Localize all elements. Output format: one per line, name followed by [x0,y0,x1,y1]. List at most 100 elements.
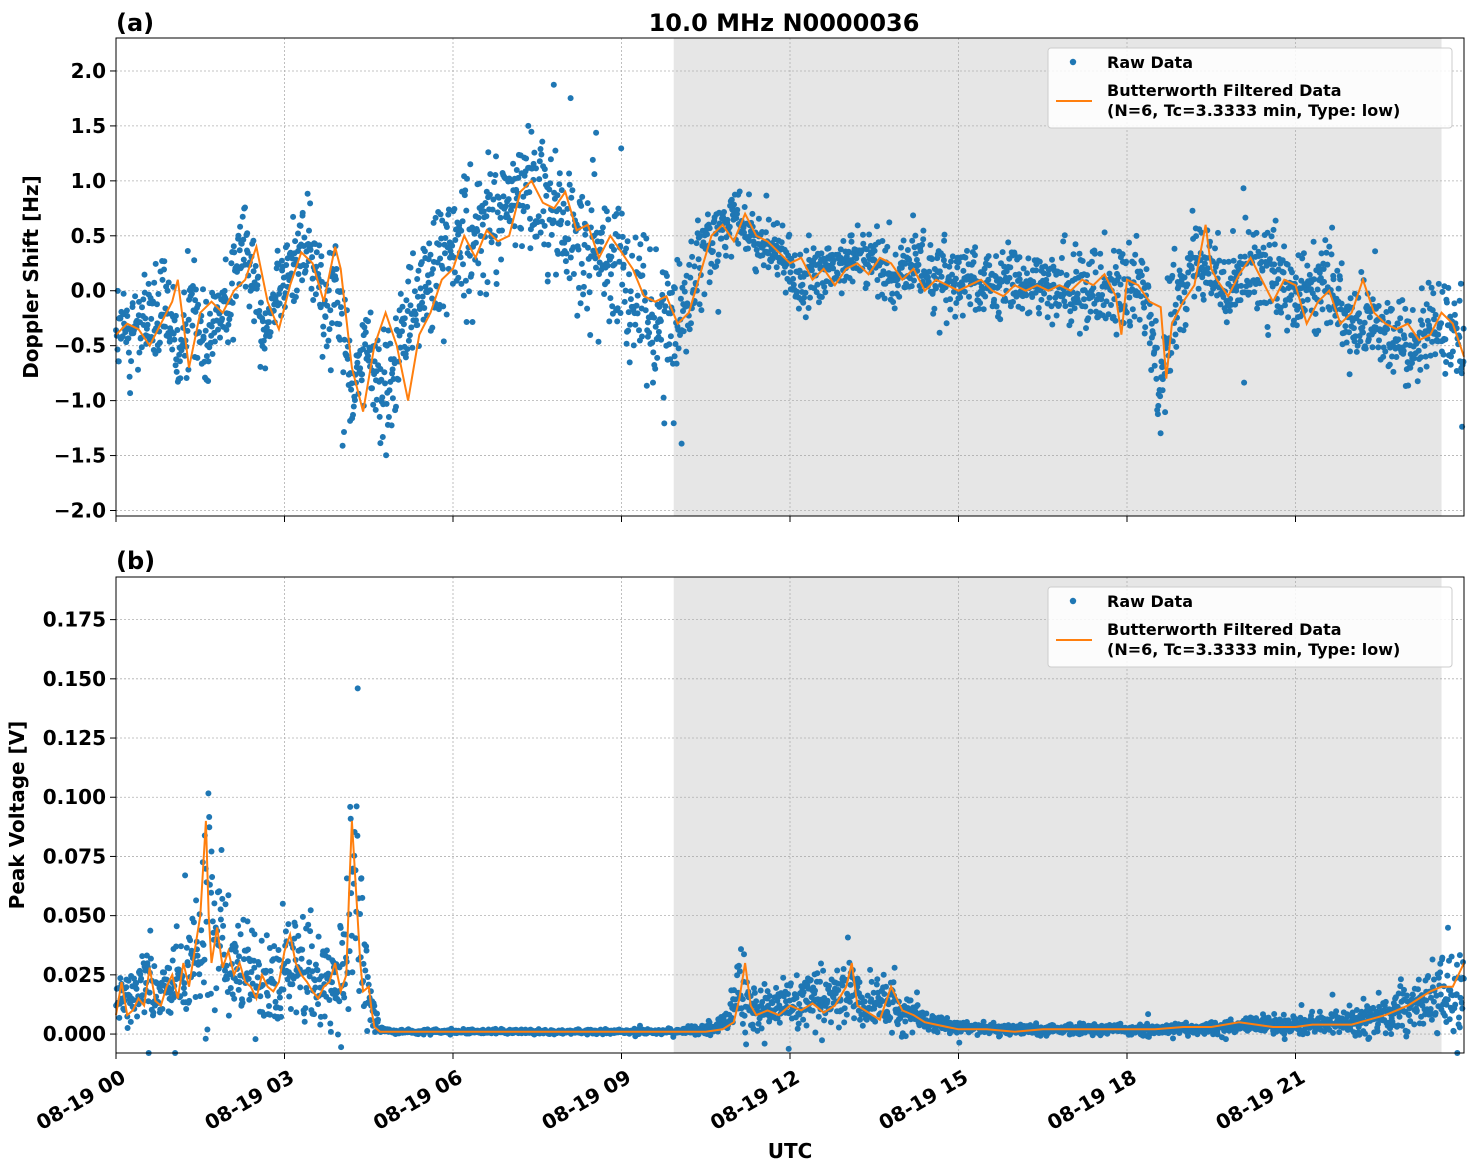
raw-data-point [939,252,946,259]
raw-data-point [439,217,446,224]
raw-data-point [1395,336,1402,343]
raw-data-point [1159,387,1166,394]
raw-data-point [1240,185,1247,192]
raw-data-point [1382,348,1389,355]
raw-data-point [412,311,419,318]
raw-data-point [854,222,861,229]
raw-data-point [1226,307,1233,314]
raw-data-point [780,269,787,276]
raw-data-point [1448,353,1454,360]
raw-data-point [1306,271,1313,278]
raw-data-point [197,993,204,1000]
raw-data-point [881,295,888,302]
raw-data-point [1103,298,1110,305]
raw-data-point [327,307,334,314]
raw-data-point [171,336,178,343]
raw-data-point [469,319,476,325]
raw-data-point [303,262,310,269]
raw-data-point [295,230,301,237]
raw-data-point [156,339,163,346]
raw-data-point [1130,260,1137,267]
raw-data-point [211,900,218,907]
raw-data-point [630,342,637,349]
raw-data-point [1162,409,1169,416]
raw-data-point [359,371,366,378]
raw-data-point [1071,305,1078,312]
raw-data-point [200,979,207,986]
raw-data-point [639,272,646,279]
raw-data-point [443,224,450,230]
raw-data-point [914,1002,921,1009]
raw-data-point [233,293,239,300]
raw-data-point [626,359,633,366]
raw-data-point [1366,314,1373,321]
raw-data-point [257,993,264,1000]
raw-data-point [173,368,180,375]
raw-data-point [809,1007,816,1014]
raw-data-point [341,429,347,435]
raw-data-point [541,222,548,229]
raw-data-point [437,211,444,218]
raw-data-point [1415,347,1422,354]
y-tick-label: −1.5 [54,444,106,468]
raw-data-point [813,289,820,296]
raw-data-point [1141,330,1148,337]
raw-data-point [322,314,329,320]
raw-data-point [678,440,685,447]
raw-data-point [1376,337,1382,344]
raw-data-point [367,309,374,316]
raw-data-point [1200,296,1207,303]
raw-data-point [1319,306,1326,313]
raw-data-point [814,970,821,977]
raw-data-point [726,223,733,230]
raw-data-point [1138,272,1145,279]
raw-data-point [181,990,188,997]
raw-data-point [427,251,434,258]
y-tick-label: 1.0 [71,169,106,193]
raw-data-point [847,981,854,988]
raw-data-point [176,351,183,358]
raw-data-point [634,292,641,299]
raw-data-point [316,242,323,249]
raw-data-point [225,339,231,346]
raw-data-point [651,314,658,321]
raw-data-point [443,311,450,318]
raw-data-point [244,249,251,256]
raw-data-point [1359,324,1366,331]
raw-data-point [413,317,419,324]
raw-data-point [633,302,640,309]
raw-data-point [371,1002,378,1009]
raw-data-point [608,271,614,278]
raw-data-point [660,394,667,401]
raw-data-point [139,304,145,311]
raw-data-point [236,247,243,254]
raw-data-point [997,316,1004,323]
raw-data-point [627,296,634,303]
raw-data-point [838,290,845,297]
raw-data-point [217,334,223,341]
raw-data-point [228,260,235,267]
raw-data-point [1073,268,1080,275]
raw-data-point [350,403,357,410]
raw-data-point [162,323,169,330]
raw-data-point [625,327,632,334]
raw-data-point [830,257,837,264]
raw-data-point [1040,270,1047,277]
raw-data-point [824,997,831,1004]
legend-raw-label: Raw Data [1107,53,1193,72]
raw-data-point [257,363,264,370]
raw-data-point [615,205,622,212]
raw-data-point [299,946,306,953]
raw-data-point [365,318,371,325]
raw-data-point [400,321,407,328]
raw-data-point [185,366,192,373]
raw-data-point [818,960,824,967]
raw-data-point [663,273,670,279]
raw-data-point [1048,303,1055,310]
raw-data-point [1157,393,1164,400]
raw-data-point [566,275,573,282]
raw-data-point [1287,296,1293,303]
raw-data-point [279,900,286,907]
raw-data-point [429,324,436,331]
raw-data-point [1326,243,1333,250]
